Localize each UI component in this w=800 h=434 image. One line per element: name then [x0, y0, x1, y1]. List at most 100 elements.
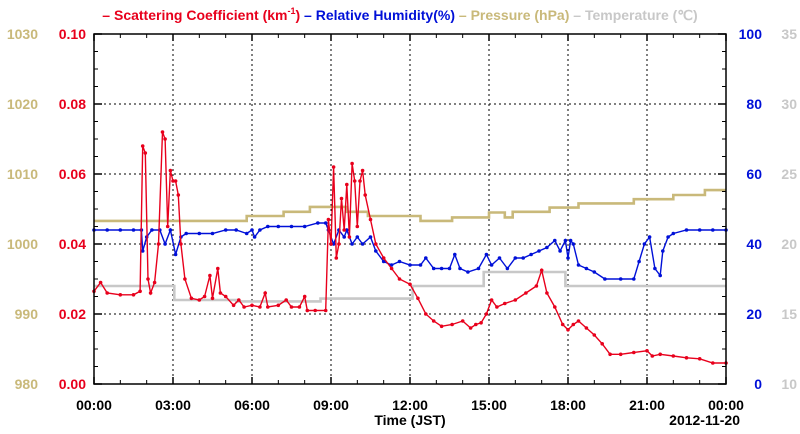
scattering-coefficient-point	[424, 312, 428, 316]
scattering-coefficient-point	[202, 294, 207, 299]
relative-humidity-point	[603, 277, 607, 281]
temperature-tick-label: 25	[781, 166, 797, 182]
relative-humidity-point	[397, 259, 402, 264]
scattering-coefficient-point	[146, 277, 150, 281]
scattering-coefficient-point	[152, 280, 157, 285]
relative-humidity-point	[697, 228, 702, 232]
relative-humidity-point	[289, 224, 294, 229]
scattering-tick-label: 0.06	[59, 166, 86, 182]
relative-humidity-point	[418, 263, 423, 267]
relative-humidity-point	[331, 242, 336, 246]
scattering-coefficient-point	[156, 242, 161, 246]
scattering-coefficient-point	[408, 282, 412, 287]
relative-humidity-point	[360, 242, 365, 246]
scattering-tick-label: 0.08	[59, 96, 86, 112]
relative-humidity-point	[252, 235, 257, 239]
relative-humidity-point	[566, 256, 570, 260]
scattering-tick-label: 0.00	[59, 376, 86, 392]
scattering-coefficient-point	[237, 298, 241, 302]
relative-humidity-point	[592, 270, 597, 274]
relative-humidity-point	[545, 245, 549, 250]
relative-humidity-line	[94, 222, 726, 280]
relative-humidity-point	[711, 228, 715, 232]
scattering-coefficient-point	[334, 256, 339, 260]
pressure-tick-label: 980	[15, 376, 39, 392]
relative-humidity-point	[168, 228, 173, 232]
scattering-coefficient-point	[165, 224, 170, 229]
scattering-coefficient-point	[160, 130, 165, 134]
relative-humidity-point	[350, 242, 354, 246]
relative-humidity-point	[258, 228, 262, 232]
scattering-coefficient-line	[93, 131, 726, 364]
relative-humidity-point	[250, 228, 254, 232]
pressure-series	[94, 188, 726, 223]
scattering-coefficient-point	[374, 242, 378, 246]
pressure-tick-label: 990	[15, 306, 39, 322]
relative-humidity-point	[476, 266, 481, 271]
scattering-coefficient-point	[553, 305, 557, 309]
humidity-tick-label: 80	[746, 96, 762, 112]
scattering-coefficient-point	[671, 354, 676, 358]
scattering-coefficient-point	[479, 321, 483, 325]
scattering-tick-label: 0.02	[59, 306, 86, 322]
relative-humidity-point	[505, 266, 510, 271]
relative-humidity-point	[118, 228, 123, 232]
axis-ticks	[93, 33, 727, 385]
relative-humidity-point	[513, 256, 518, 260]
scattering-coefficient-point	[313, 308, 318, 313]
relative-humidity-point	[408, 263, 412, 267]
relative-humidity-point	[684, 228, 689, 232]
scattering-coefficient-point	[439, 324, 444, 329]
scattering-coefficient-point	[242, 305, 246, 309]
legend-label-pres: Pressure (hPa)	[471, 7, 570, 23]
temperature-series	[94, 270, 726, 303]
scattering-coefficient-point	[98, 280, 103, 285]
relative-humidity-point	[637, 259, 641, 264]
scattering-coefficient-point	[650, 354, 655, 358]
scattering-coefficient-point	[608, 352, 612, 357]
x-tick-label: 00:00	[708, 397, 744, 413]
scattering-coefficient-point	[534, 284, 539, 288]
scattering-coefficient-point	[431, 319, 436, 323]
x-tick-label: 09:00	[313, 397, 349, 413]
relative-humidity-point	[661, 249, 665, 253]
x-axis-title: Time (JST)	[374, 412, 445, 428]
scattering-coefficient-point	[358, 179, 362, 183]
scattering-coefficient-point	[360, 168, 365, 173]
scattering-coefficient-point	[524, 291, 528, 295]
x-tick-label: 12:00	[392, 397, 428, 413]
relative-humidity-point	[223, 228, 228, 232]
scattering-coefficient-point	[397, 277, 402, 281]
scattering-coefficient-point	[323, 308, 328, 313]
pressure-tick-label: 1010	[7, 166, 38, 182]
x-tick-label: 03:00	[155, 397, 191, 413]
legend-swatch: –	[102, 7, 114, 23]
scattering-coefficient-point	[223, 294, 228, 299]
x-tick-label: 00:00	[76, 397, 112, 413]
humidity-tick-label: 20	[746, 306, 762, 322]
scattering-coefficient-point	[208, 273, 212, 278]
relative-humidity-point	[210, 231, 215, 236]
scattering-coefficient-point	[131, 293, 136, 297]
scattering-coefficient-point	[339, 196, 344, 201]
relative-humidity-point	[489, 263, 494, 267]
humidity-tick-label: 100	[739, 26, 763, 42]
scattering-coefficient-point	[189, 296, 194, 301]
relative-humidity-point	[244, 231, 249, 236]
scattering-coefficient-point	[337, 242, 341, 246]
scattering-coefficient-point	[592, 333, 597, 337]
relative-humidity-point	[368, 235, 373, 239]
scattering-coefficient-point	[539, 268, 544, 273]
temperature-tick-label: 10	[781, 376, 797, 392]
relative-humidity-point	[131, 228, 136, 232]
legend-suffix: )	[295, 7, 300, 23]
relative-humidity-point	[553, 238, 557, 243]
relative-humidity-point	[345, 228, 349, 232]
pressure-tick-label: 1030	[7, 26, 38, 42]
relative-humidity-point	[576, 263, 581, 267]
scattering-coefficient-point	[163, 137, 167, 141]
scattering-coefficient-point	[684, 356, 689, 360]
relative-humidity-point	[234, 228, 238, 232]
scattering-coefficient-point	[513, 298, 518, 302]
scattering-coefficient-point	[571, 322, 576, 327]
